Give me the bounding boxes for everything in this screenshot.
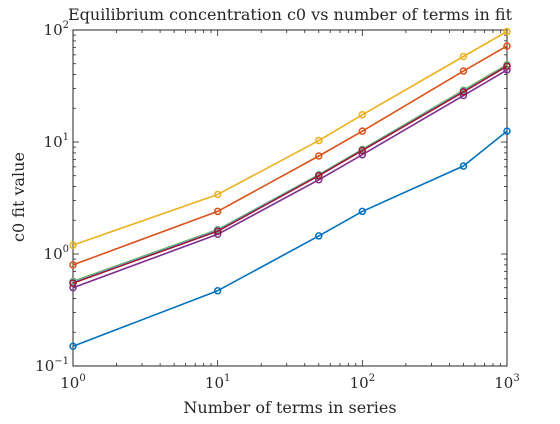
- series-line-4: [72, 69, 508, 289]
- series-3-point: [213, 190, 222, 199]
- x-tick-label: 101: [205, 373, 230, 392]
- y-tick-label: 10−1: [35, 356, 69, 375]
- x-tick-base: 10: [350, 374, 369, 392]
- series-3-point: [69, 241, 77, 249]
- x-tick-exponent: 2: [369, 373, 375, 384]
- y-tick-exponent: 1: [63, 132, 69, 143]
- series-1-point: [459, 162, 468, 170]
- series-3-point: [315, 136, 323, 145]
- series-7-point: [459, 88, 468, 96]
- y-tick-label: 102: [44, 20, 69, 39]
- x-tick-base: 10: [60, 374, 79, 392]
- y-tick-exponent: 0: [63, 244, 69, 255]
- series-2-point: [503, 42, 511, 50]
- y-axis-label: c0 fit value: [9, 152, 28, 242]
- y-tick-base: 10: [35, 357, 54, 375]
- y-tick-base: 10: [44, 245, 63, 263]
- series-3-point: [358, 111, 367, 119]
- series-7-point: [503, 62, 511, 70]
- y-tick-label: 100: [44, 244, 69, 263]
- series-7-point: [358, 146, 367, 155]
- series-2-point: [69, 261, 77, 269]
- x-tick-label: 103: [494, 373, 519, 392]
- series-3-point: [503, 27, 511, 36]
- y-tick-exponent: −1: [54, 356, 69, 367]
- series-2-point: [315, 152, 323, 160]
- series-line-1: [72, 130, 508, 348]
- x-tick-label: 102: [350, 373, 375, 392]
- axes-box: [72, 29, 508, 367]
- y-tick-exponent: 2: [63, 20, 69, 31]
- series-2-point: [459, 67, 468, 75]
- x-axis-label: Number of terms in series: [183, 398, 396, 417]
- series-3-point: [459, 52, 468, 61]
- series-1-point: [503, 127, 511, 135]
- series-7-point: [213, 227, 222, 235]
- series-line-7: [72, 65, 508, 284]
- chart-title: Equilibrium concentration c0 vs number o…: [68, 5, 513, 24]
- series-7-point: [69, 279, 77, 287]
- x-tick-label: 100: [60, 373, 85, 392]
- series-line-3: [72, 30, 508, 246]
- series-4-point: [315, 176, 323, 184]
- series-2-point: [358, 127, 367, 135]
- y-tick-base: 10: [44, 21, 63, 39]
- x-tick-base: 10: [205, 374, 224, 392]
- series-2-point: [213, 207, 222, 216]
- x-tick-base: 10: [494, 374, 513, 392]
- x-tick-exponent: 0: [79, 373, 85, 384]
- y-tick-label: 101: [44, 132, 69, 151]
- x-tick-exponent: 3: [513, 373, 519, 384]
- series-7-point: [315, 171, 323, 180]
- series-1-point: [315, 232, 323, 240]
- x-tick-exponent: 1: [224, 373, 230, 384]
- y-tick-base: 10: [44, 133, 63, 151]
- series-1-point: [69, 342, 77, 351]
- series-1-point: [213, 286, 222, 295]
- series-line-2: [72, 45, 508, 266]
- series-1-point: [358, 207, 367, 216]
